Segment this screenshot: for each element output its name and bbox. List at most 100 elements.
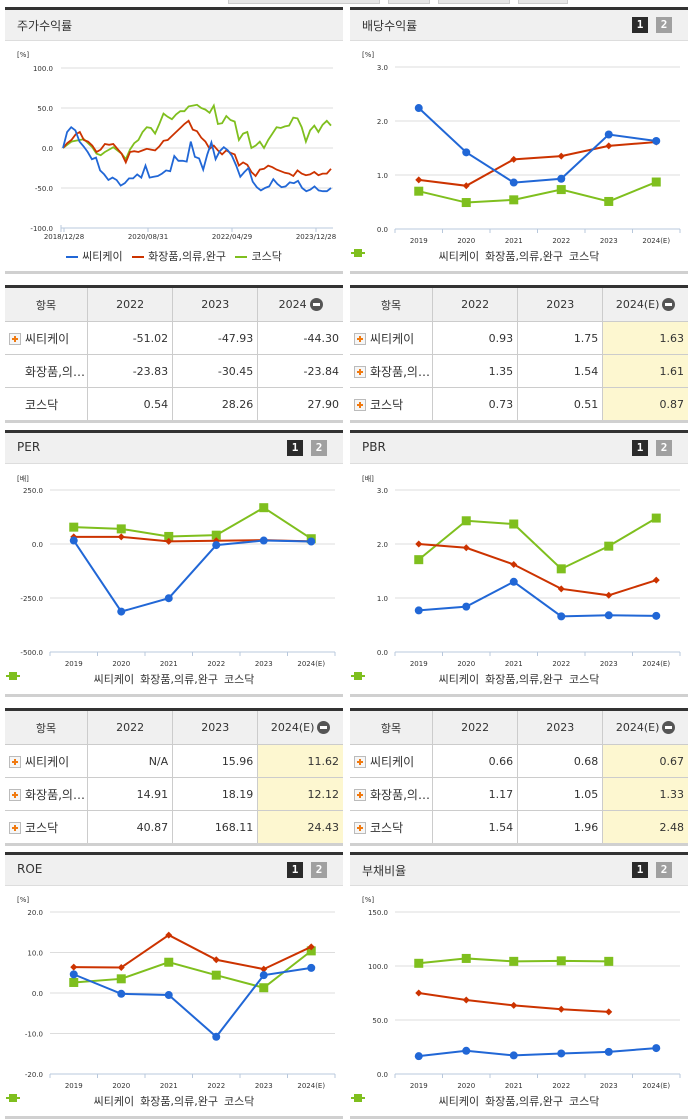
y-unit-label: [배] <box>17 475 29 483</box>
y-unit-label: [배] <box>362 475 374 483</box>
column-header-year: 2022 <box>432 711 519 745</box>
legend-item-citk[interactable]: 씨티케이 <box>351 1093 479 1109</box>
page-2-button[interactable]: 2 <box>311 862 327 878</box>
expand-plus-icon[interactable] <box>354 333 366 345</box>
panel-title: 주가수익률 <box>17 19 73 33</box>
table-row: 코스닥 1.54 1.96 2.48 <box>350 810 688 843</box>
page-1-button[interactable]: 1 <box>287 862 303 878</box>
top-tab[interactable] <box>388 0 430 4</box>
value-cell: 27.90 <box>307 397 340 411</box>
svg-text:2021: 2021 <box>505 660 523 668</box>
svg-text:2019: 2019 <box>65 1082 83 1090</box>
svg-text:3.0: 3.0 <box>377 64 388 72</box>
legend-item-industry[interactable]: 화장품,의류,완구 <box>6 1093 218 1109</box>
expand-plus-icon[interactable] <box>354 366 366 378</box>
column-header-year: 2022 <box>432 288 519 322</box>
page-1-button[interactable]: 1 <box>632 17 648 33</box>
svg-text:20.0: 20.0 <box>27 909 43 917</box>
chart-dividend-yield: [%] 3.0 2.0 1.0 0.0 2019 2020 2021 2022 2023 2024… <box>350 41 688 274</box>
value-cell: 0.54 <box>87 387 174 420</box>
legend-item-industry[interactable]: 화장품,의류,완구 <box>351 1093 563 1109</box>
collapse-minus-icon[interactable] <box>317 721 331 735</box>
legend-item-citk[interactable]: 씨티케이 <box>66 248 123 264</box>
panel-header: PBR 1 2 <box>350 433 688 464</box>
page-2-button[interactable]: 2 <box>311 440 327 456</box>
top-tab[interactable] <box>518 0 568 4</box>
value-cell: 1.61 <box>602 354 688 388</box>
collapse-minus-icon[interactable] <box>309 298 323 312</box>
legend-item-kosdaq[interactable]: 코스닥 <box>351 1093 599 1109</box>
page-1-button[interactable]: 1 <box>632 862 648 878</box>
stock-return-table: 항목 2022 2023 2024 씨티케이 -51.02 -47.93 -44.30 화장품,… <box>5 288 343 420</box>
chart-legend: 씨티케이 화장품,의류,완구 코스닥 <box>5 1093 343 1109</box>
collapse-minus-icon[interactable] <box>662 298 676 312</box>
page-2-button[interactable]: 2 <box>656 440 672 456</box>
svg-text:2020: 2020 <box>112 660 130 668</box>
value-cell: 1.63 <box>602 321 688 355</box>
y-unit-label: [%] <box>362 51 375 59</box>
legend-item-kosdaq[interactable]: 코스닥 <box>235 248 282 264</box>
table-row: 화장품,의… -23.83 -30.45 -23.84 <box>5 354 343 388</box>
legend-item-kosdaq[interactable]: 코스닥 <box>6 671 254 687</box>
legend-item-citk[interactable]: 씨티케이 <box>6 1093 134 1109</box>
legend-item-kosdaq[interactable]: 코스닥 <box>351 248 599 264</box>
legend-item-kosdaq[interactable]: 코스닥 <box>6 1093 254 1109</box>
expand-plus-icon[interactable] <box>9 756 21 768</box>
svg-text:2020: 2020 <box>457 237 475 245</box>
legend-item-industry[interactable]: 화장품,의류,완구 <box>6 671 218 687</box>
table-row: 코스닥 40.87 168.11 24.43 <box>5 810 343 843</box>
value-cell: -51.02 <box>87 321 174 355</box>
legend-item-industry[interactable]: 화장품,의류,완구 <box>132 248 226 264</box>
value-cell: 1.96 <box>517 810 604 843</box>
row-label: 코스닥 <box>5 810 88 843</box>
svg-text:250.0: 250.0 <box>23 487 43 495</box>
panel-header: 주가수익률 <box>5 10 343 41</box>
value-cell: 24.43 <box>257 810 343 843</box>
legend-item-industry[interactable]: 화장품,의류,완구 <box>351 248 563 264</box>
collapse-minus-icon[interactable] <box>662 721 676 735</box>
svg-text:2019: 2019 <box>410 1082 428 1090</box>
expand-plus-icon[interactable] <box>9 822 21 834</box>
legend-item-citk[interactable]: 씨티케이 <box>351 248 479 264</box>
expand-plus-icon[interactable] <box>9 333 21 345</box>
panel-header: 배당수익률 1 2 <box>350 10 688 41</box>
legend-item-citk[interactable]: 씨티케이 <box>6 671 134 687</box>
row-label: 씨티케이 <box>5 321 88 355</box>
legend-item-citk[interactable]: 씨티케이 <box>351 671 479 687</box>
column-header-year: 2023 <box>517 288 604 322</box>
page-1-button[interactable]: 1 <box>287 440 303 456</box>
value-cell: 168.11 <box>172 810 259 843</box>
expand-plus-icon[interactable] <box>354 756 366 768</box>
chart-debt-ratio: [%] 150.0 100.0 50.0 0.0 2019 2020 2021 2022 202… <box>350 886 688 1119</box>
expand-plus-icon[interactable] <box>354 822 366 834</box>
value-cell: 0.73 <box>432 387 519 420</box>
top-tab[interactable] <box>438 0 510 4</box>
svg-text:-20.0: -20.0 <box>25 1071 43 1079</box>
row-label: 코스닥 <box>350 810 433 843</box>
expand-plus-icon[interactable] <box>354 789 366 801</box>
svg-text:2021: 2021 <box>505 237 523 245</box>
expand-plus-icon[interactable] <box>354 399 366 411</box>
pbr-table: 항목 2022 2023 2024(E) 씨티케이 0.66 0.68 0.67 화장품,의… 1… <box>350 711 688 843</box>
column-header-year: 2023 <box>517 711 604 745</box>
svg-text:2024(E): 2024(E) <box>642 237 670 245</box>
value-cell: N/A <box>87 744 174 778</box>
top-tab[interactable] <box>228 0 380 4</box>
chart-legend: 씨티케이 화장품,의류,완구 코스닥 <box>350 671 688 687</box>
page-1-button[interactable]: 1 <box>632 440 648 456</box>
value-cell: -47.93 <box>172 321 259 355</box>
table-row: 씨티케이 0.66 0.68 0.67 <box>350 744 688 778</box>
legend-item-kosdaq[interactable]: 코스닥 <box>351 671 599 687</box>
expand-plus-icon[interactable] <box>9 789 21 801</box>
table-row: 씨티케이 N/A 15.96 11.62 <box>5 744 343 778</box>
page-2-button[interactable]: 2 <box>656 862 672 878</box>
value-cell: -44.30 <box>257 321 343 355</box>
legend-item-industry[interactable]: 화장품,의류,완구 <box>351 671 563 687</box>
svg-text:2022: 2022 <box>552 237 570 245</box>
page-2-button[interactable]: 2 <box>656 17 672 33</box>
value-cell: 1.75 <box>517 321 604 355</box>
svg-text:2024(E): 2024(E) <box>642 660 670 668</box>
table-stock-return: 항목 2022 2023 2024 씨티케이 -51.02 -47.93 -44.30 화장품,… <box>5 285 343 423</box>
svg-text:2019: 2019 <box>410 660 428 668</box>
